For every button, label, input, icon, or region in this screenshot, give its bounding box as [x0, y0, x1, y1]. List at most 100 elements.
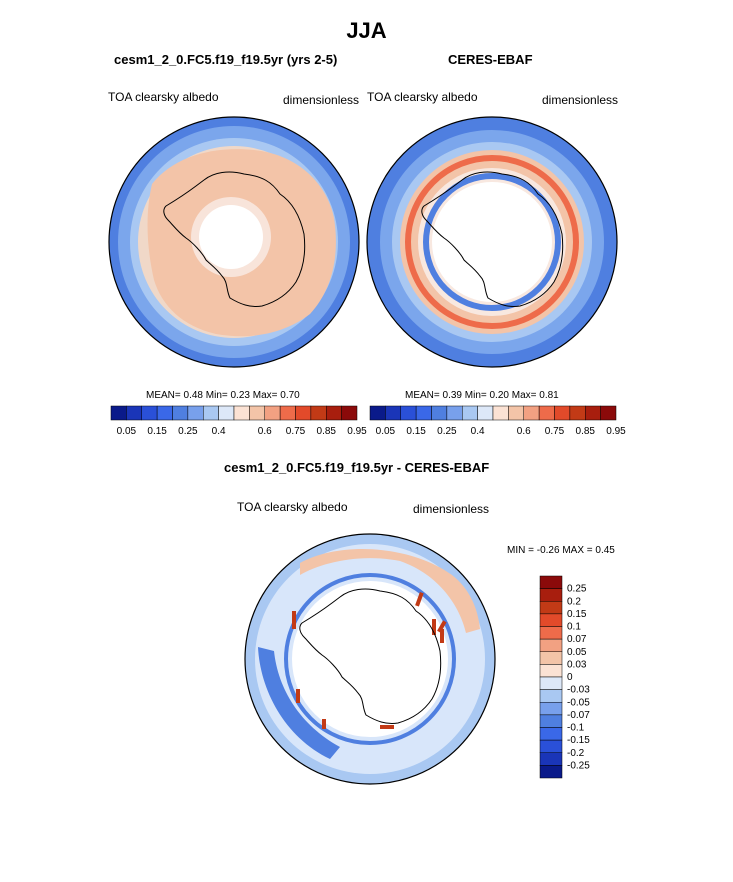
panel3-max-label: MAX =: [562, 545, 593, 556]
streak: [440, 629, 444, 643]
panel2-mean-value: 0.39: [442, 390, 462, 401]
colorbar-swatch: [295, 405, 312, 421]
colorbar-tick-label: 0.05: [117, 426, 137, 437]
colorbar-swatch: [126, 405, 142, 421]
colorbar-swatch: [477, 405, 494, 421]
colorbar-tick-label: 0.15: [147, 426, 167, 437]
panel3-map-border: [244, 533, 496, 785]
colorbar-swatch: [539, 702, 563, 716]
streak: [432, 619, 436, 635]
colorbar-swatch: [326, 405, 342, 421]
panel2-min-label: Min=: [464, 390, 487, 401]
colorbar-swatch: [279, 405, 296, 421]
colorbar-tick-label: 0.95: [347, 426, 367, 437]
panel2-units-label: dimensionless: [542, 93, 619, 107]
colorbar-swatch: [462, 405, 478, 421]
panel3-map-positive-arc: [300, 549, 480, 633]
panel1-map: [108, 116, 360, 368]
colorbar-tick-label: 0.25: [567, 584, 587, 595]
panel1-map-border: [108, 116, 360, 368]
colorbar-swatch: [539, 765, 563, 779]
colorbar-swatch: [585, 405, 601, 421]
panel3-units-label: dimensionless: [413, 502, 490, 516]
panel3-min-value: -0.26: [536, 545, 560, 556]
colorbar-swatch: [341, 405, 358, 421]
colorbar-swatch: [539, 575, 563, 589]
colorbar-swatch: [492, 405, 509, 421]
colorbar-tick-label: 0.6: [517, 426, 531, 437]
panel1-max-value: 0.70: [280, 390, 300, 401]
colorbar-swatch: [508, 405, 524, 421]
colorbar-tick-label: 0.1: [567, 622, 581, 633]
panel3-min-label: MIN =: [507, 545, 534, 556]
colorbar-swatch: [554, 405, 571, 421]
colorbar-tick-label: 0.15: [567, 609, 587, 620]
colorbar-swatch: [539, 689, 563, 703]
panel2-map-band-orange: [405, 155, 579, 329]
panel3-title: cesm1_2_0.FC5.f19_f19.5yr - CERES-EBAF: [224, 460, 490, 475]
panel2-map-border: [366, 116, 618, 368]
colorbar-swatch: [156, 405, 173, 421]
colorbar-swatch: [523, 405, 540, 421]
colorbar-tick-label: 0.4: [471, 426, 485, 437]
colorbar-swatch: [264, 405, 281, 421]
panel2-map-band-blue-ring: [423, 173, 561, 311]
colorbar-swatch: [539, 626, 563, 640]
panel1-min-value: 0.23: [230, 390, 250, 401]
streak: [322, 719, 326, 729]
panel1-max-label: Max=: [252, 390, 278, 401]
panel2-title: CERES-EBAF: [448, 52, 533, 67]
colorbar-swatch: [539, 676, 563, 690]
panel3-map-negative-ring: [284, 573, 456, 745]
colorbar-tick-label: 0.85: [317, 426, 337, 437]
panel1-stats: MEAN= 0.48 Min= 0.23 Max= 0.70: [146, 390, 300, 401]
colorbar-swatch: [172, 405, 189, 421]
panel2-colorbar: 0.05 0.15 0.25 0.4 0.6 0.75 0.85 0.95: [369, 405, 626, 437]
colorbar-swatch: [539, 651, 563, 665]
colorbar-tick-label: 0: [567, 672, 573, 683]
colorbar-tick-label: 0.15: [406, 426, 426, 437]
panel2-max-value: 0.81: [539, 390, 559, 401]
colorbar-swatch: [233, 405, 250, 421]
panel1-min-label: Min=: [205, 390, 228, 401]
colorbar-swatch: [446, 405, 463, 421]
colorbar-swatch: [539, 613, 563, 627]
colorbar-swatch: [539, 601, 563, 615]
colorbar-swatch: [187, 405, 204, 421]
colorbar-tick-label: 0.25: [437, 426, 457, 437]
panel1-units-label: dimensionless: [283, 93, 360, 107]
colorbar-swatch: [539, 664, 563, 678]
colorbar-swatch: [310, 405, 327, 421]
streak: [415, 592, 424, 607]
colorbar-swatch: [569, 405, 586, 421]
panel3-stats: MIN = -0.26 MAX = 0.45: [507, 545, 615, 556]
panel1-title: cesm1_2_0.FC5.f19_f19.5yr (yrs 2-5): [114, 52, 338, 67]
colorbar-swatch: [385, 405, 401, 421]
colorbar-swatch: [539, 638, 563, 652]
colorbar-tick-label: 0.05: [567, 647, 587, 658]
colorbar-swatch: [218, 405, 235, 421]
colorbar-swatch: [369, 405, 386, 421]
colorbar-tick-label: -0.03: [567, 685, 590, 696]
colorbar-tick-label: 0.75: [286, 426, 306, 437]
panel1-colorbar: 0.05 0.15 0.25 0.4 0.6 0.75 0.85 0.95: [110, 405, 367, 437]
colorbar-tick-label: 0.05: [376, 426, 396, 437]
panel3-variable-label: TOA clearsky albedo: [237, 500, 348, 514]
colorbar-tick-label: 0.4: [212, 426, 226, 437]
colorbar-tick-label: 0.2: [567, 596, 581, 607]
panel1-variable-label: TOA clearsky albedo: [108, 90, 219, 104]
panel3-max-value: 0.45: [595, 545, 615, 556]
colorbars: 0.05 0.15 0.25 0.4 0.6 0.75 0.85 0.95 0.05 0.15 0.…: [110, 405, 626, 779]
panel2-map: [366, 116, 618, 368]
colorbar-swatch: [539, 714, 563, 728]
colorbar-tick-label: 0.95: [606, 426, 626, 437]
panel2-min-value: 0.20: [489, 390, 509, 401]
streak: [380, 725, 394, 729]
panel1-mean-label: MEAN=: [146, 390, 181, 401]
panel3-map-negative-arc: [258, 647, 340, 759]
colorbar-tick-label: 0.07: [567, 634, 587, 645]
colorbar-tick-label: 0.85: [576, 426, 596, 437]
panel3-colorbar: 0.250.2 0.15 0.10.07 0.050.03 0 -0.03-0.05 -0.…: [539, 575, 590, 779]
streak: [296, 689, 300, 703]
